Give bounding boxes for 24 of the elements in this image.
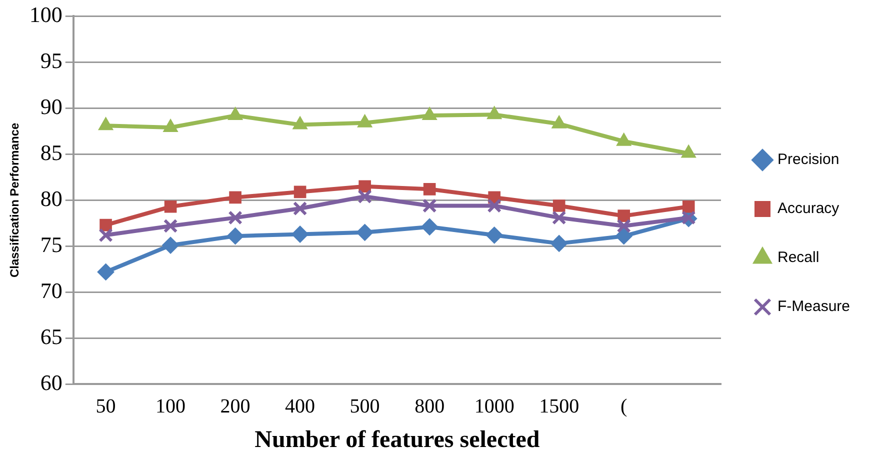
y-axis-title: Classification Performance	[8, 122, 22, 278]
x-axis-title: Number of features selected	[254, 426, 540, 453]
x-tick-label: 100	[156, 395, 186, 418]
x-tick-label: 400	[285, 395, 316, 418]
y-tick-label: 65	[40, 324, 62, 349]
x-tick-label: (	[620, 395, 628, 418]
x-tick-label: 1000	[474, 395, 514, 418]
y-tick-label: 95	[40, 48, 62, 73]
legend-label: Recall	[777, 249, 820, 266]
legend-label: Accuracy	[777, 200, 840, 218]
y-tick-label: 60	[40, 370, 62, 395]
y-tick-label: 85	[40, 140, 62, 165]
legend-label: F-Measure	[777, 298, 850, 316]
y-tick-label: 70	[40, 278, 62, 303]
y-tick-label: 75	[40, 232, 62, 257]
y-tick-label: 100	[29, 2, 62, 27]
y-tick-label: 90	[40, 94, 62, 119]
x-tick-label: 500	[350, 395, 380, 418]
y-tick-label: 80	[40, 186, 62, 211]
x-tick-label: 50	[96, 395, 116, 418]
x-tick-label: 1500	[539, 395, 580, 418]
legend-label: Precision	[777, 151, 840, 168]
x-tick-label: 200	[220, 395, 250, 418]
x-tick-label: 800	[414, 395, 445, 418]
